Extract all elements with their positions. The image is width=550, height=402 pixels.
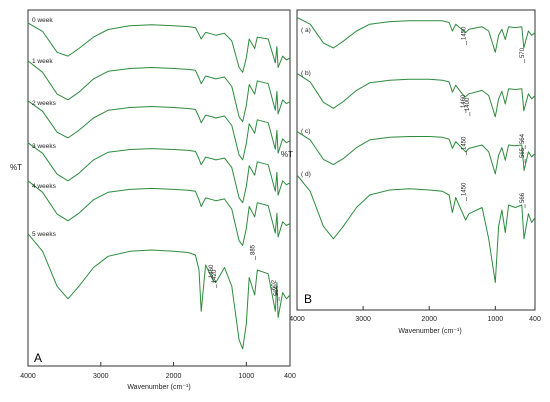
spectrum-line-a4: [27, 142, 291, 204]
xtick-label: 400: [284, 373, 296, 380]
panel-b-letter: B: [304, 292, 312, 306]
spectrum-line-a1: [27, 22, 291, 73]
panel-b-frame: [296, 9, 536, 311]
panel-b-xlabel: Wavenumber (cm⁻¹): [398, 328, 461, 335]
peak-annotation: 565: [520, 147, 526, 158]
panel-b: %T Wavenumber (cm⁻¹) B 4000 3000 2000 1000 4…: [281, 9, 541, 335]
xtick-label: 3000: [355, 316, 371, 323]
series-label-b4: ( d): [301, 171, 311, 178]
spectrum-line-b3: [296, 130, 536, 175]
peak-annotation: 885: [251, 244, 257, 255]
peak-annotation: 564: [520, 133, 526, 144]
xtick-label: 2000: [166, 373, 182, 380]
spectrum-line-b4: [296, 174, 536, 283]
panel-b-series-labels: ( a) ( b) ( c) ( d): [301, 27, 311, 178]
panel-a-series-labels: 0 week 1 week 2 weeks 3 weeks 4 weeks 5 weeks: [32, 17, 57, 238]
panel-a-xticks: 4000 3000 2000 1000 400: [20, 362, 296, 380]
panel-b-traces: [296, 16, 536, 283]
spectrum-line-b2: [296, 72, 536, 118]
peak-annotation: 570: [520, 47, 526, 58]
xtick-label: 4000: [20, 373, 36, 380]
series-label-a1: 0 week: [32, 17, 53, 24]
peak-annotation: 1450: [462, 182, 468, 196]
panel-a: %T Wavenumber (cm⁻¹) A 4000 3000 2000 1000 4…: [10, 9, 296, 391]
peak-annotation: 1450: [462, 136, 468, 150]
spectrum-line-a2: [27, 60, 291, 123]
spectrum-line-b1: [296, 16, 536, 53]
series-label-a6: 5 weeks: [32, 231, 57, 238]
peak-annotation: 1400: [465, 97, 471, 111]
series-label-a4: 3 weeks: [32, 143, 57, 150]
series-label-a5: 4 weeks: [32, 183, 57, 190]
xtick-label: 1000: [239, 373, 255, 380]
series-label-b1: ( a): [301, 27, 311, 34]
series-label-b2: ( b): [301, 70, 311, 77]
panel-a-letter: A: [34, 351, 42, 365]
panel-a-ylabel: %T: [10, 163, 22, 172]
xtick-label: 3000: [93, 373, 109, 380]
panel-a-xlabel: Wavenumber (cm⁻¹): [127, 384, 190, 391]
xtick-label: 400: [529, 316, 541, 323]
panel-b-xticks: 4000 3000 2000 1000 400: [289, 306, 541, 323]
peak-annotation: 1450: [462, 26, 468, 40]
series-label-a3: 2 weeks: [32, 100, 57, 107]
peak-annotation: 1420: [212, 269, 218, 283]
series-label-a2: 1 week: [32, 58, 53, 65]
peak-annotation: 602: [271, 279, 277, 290]
spectrum-line-a3: [27, 100, 291, 161]
panel-a-traces: [27, 22, 291, 350]
panel-b-ylabel: %T: [281, 150, 293, 159]
xtick-label: 2000: [421, 316, 437, 323]
xtick-label: 4000: [289, 316, 305, 323]
peak-annotation: 564: [274, 285, 280, 296]
peak-annotation: 566: [520, 192, 526, 203]
spectrum-line-a6: [27, 233, 291, 350]
panel-a-frame: [27, 9, 291, 367]
series-label-b3: ( c): [301, 128, 310, 135]
xtick-label: 1000: [488, 316, 504, 323]
spectrum-line-a5: [27, 180, 291, 246]
peak-annotation: 1460: [461, 94, 467, 108]
peak-annotation: 1460: [209, 264, 215, 278]
